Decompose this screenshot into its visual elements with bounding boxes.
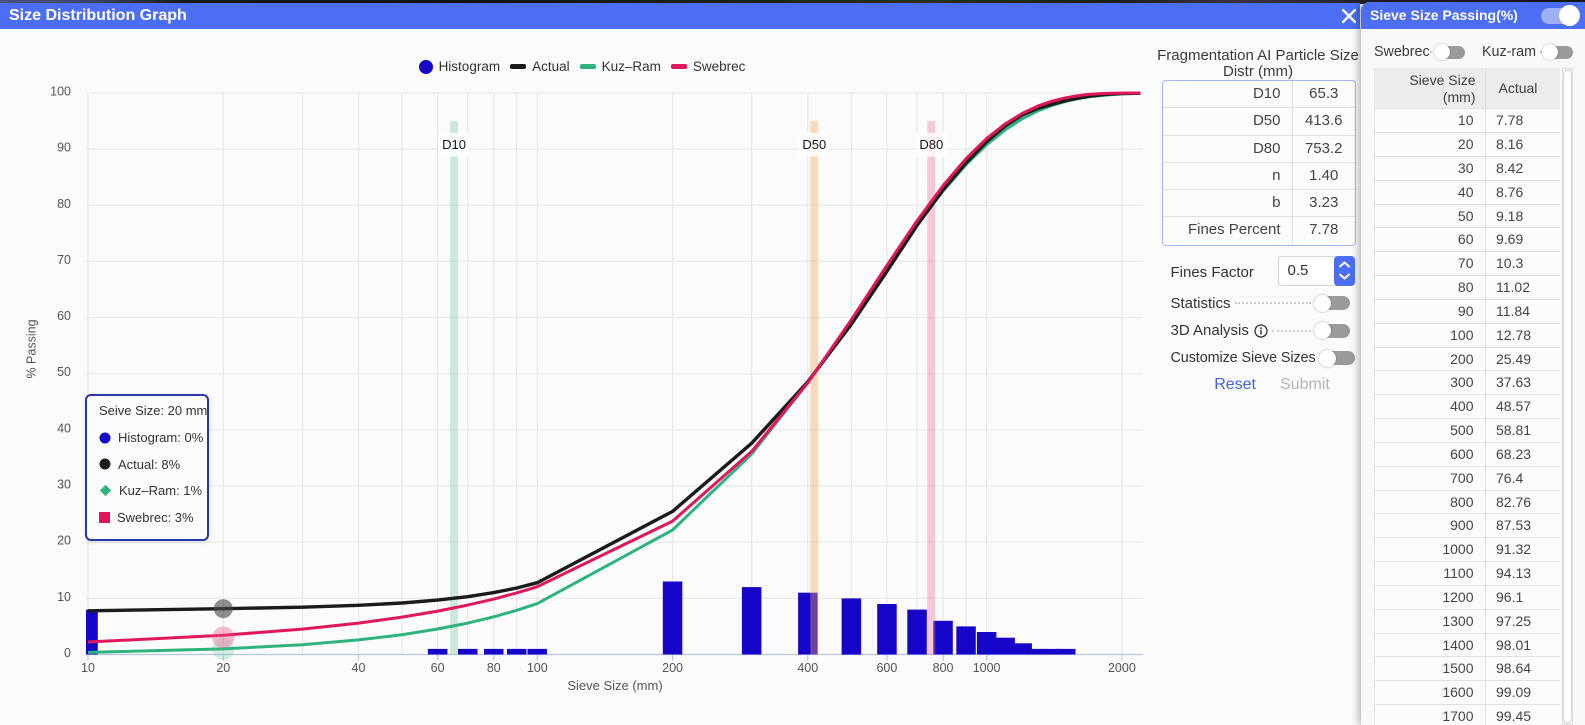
svg-text:600: 600 <box>876 661 897 675</box>
svg-text:800: 800 <box>933 661 954 675</box>
svg-text:20: 20 <box>216 661 230 675</box>
svg-text:D50: D50 <box>802 137 826 152</box>
svg-text:40: 40 <box>352 661 366 675</box>
svg-text:100: 100 <box>527 661 548 675</box>
svg-text:20: 20 <box>57 534 71 548</box>
svg-text:% Passing: % Passing <box>24 319 38 378</box>
svg-text:Sieve Size (mm): Sieve Size (mm) <box>567 678 662 693</box>
svg-text:80: 80 <box>487 661 501 675</box>
svg-text:60: 60 <box>431 661 445 675</box>
svg-text:200: 200 <box>662 661 683 675</box>
svg-text:2000: 2000 <box>1108 661 1136 675</box>
svg-text:10: 10 <box>81 661 95 675</box>
svg-text:400: 400 <box>797 661 818 675</box>
svg-text:0: 0 <box>64 646 71 660</box>
svg-text:40: 40 <box>57 421 71 435</box>
svg-text:1000: 1000 <box>973 661 1001 675</box>
svg-text:60: 60 <box>57 309 71 323</box>
svg-text:D80: D80 <box>919 137 943 152</box>
svg-text:70: 70 <box>57 253 71 267</box>
svg-text:30: 30 <box>57 478 71 492</box>
svg-text:100: 100 <box>50 85 71 99</box>
svg-text:50: 50 <box>57 365 71 379</box>
svg-text:D10: D10 <box>442 137 466 152</box>
svg-text:90: 90 <box>57 141 71 155</box>
svg-text:10: 10 <box>57 590 71 604</box>
svg-text:80: 80 <box>57 197 71 211</box>
